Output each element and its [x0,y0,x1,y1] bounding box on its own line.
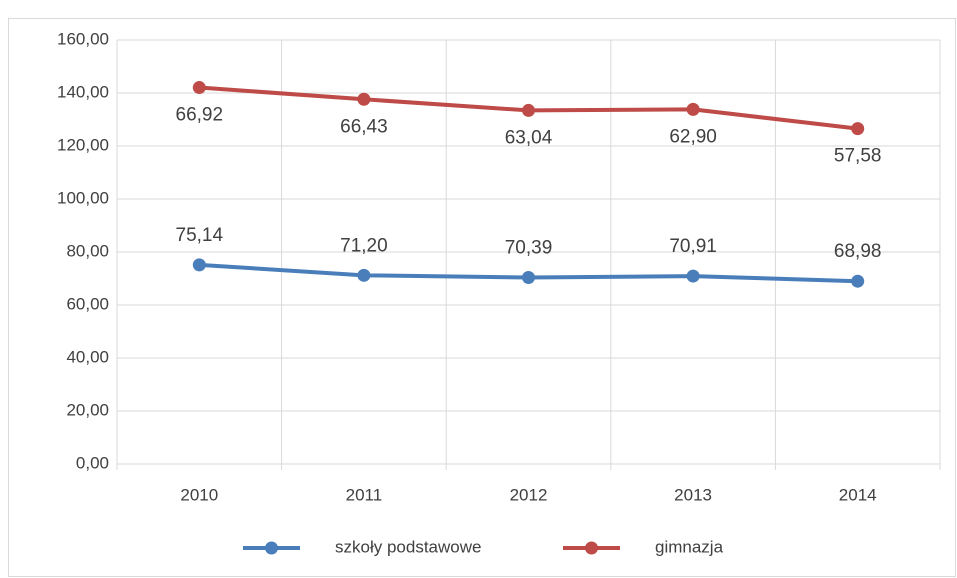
point [686,102,700,116]
y-tick-label: 20,00 [66,400,109,419]
x-tick-label: 2011 [346,485,383,504]
point [851,122,865,136]
chart-frame [8,18,956,577]
y-tick-label: 100,00 [57,188,109,207]
point [522,103,535,117]
legend-marker [265,541,278,555]
x-tick-label: 2010 [180,485,218,504]
data-label: 66,43 [340,116,388,137]
point [192,81,206,95]
point [357,92,371,106]
y-tick-label: 120,00 [57,135,109,154]
legend-label: szkoły podstawowe [335,537,481,556]
point [192,258,206,272]
y-tick-label: 40,00 [66,347,109,366]
y-tick-label: 160,00 [57,29,109,48]
data-label: 70,39 [505,237,553,258]
data-label: 70,91 [669,236,717,257]
x-tick-label: 2013 [674,485,712,504]
data-label: 66,92 [176,105,224,126]
data-label: 63,04 [505,127,553,148]
legend-label: gimnazja [655,537,724,556]
point [522,270,535,284]
y-tick-label: 140,00 [57,82,109,101]
data-label: 68,98 [834,241,882,262]
data-label: 62,90 [669,126,717,147]
point [357,268,371,282]
y-tick-label: 0,00 [76,453,109,472]
y-tick-label: 80,00 [66,241,109,260]
point [686,269,700,283]
data-label: 71,20 [340,235,388,256]
x-tick-label: 2012 [510,485,548,504]
data-label: 57,58 [834,146,882,167]
x-tick-label: 2014 [839,485,877,504]
point [851,274,865,288]
y-tick-label: 60,00 [66,294,109,313]
data-label: 75,14 [176,225,224,246]
legend-marker [585,541,598,555]
